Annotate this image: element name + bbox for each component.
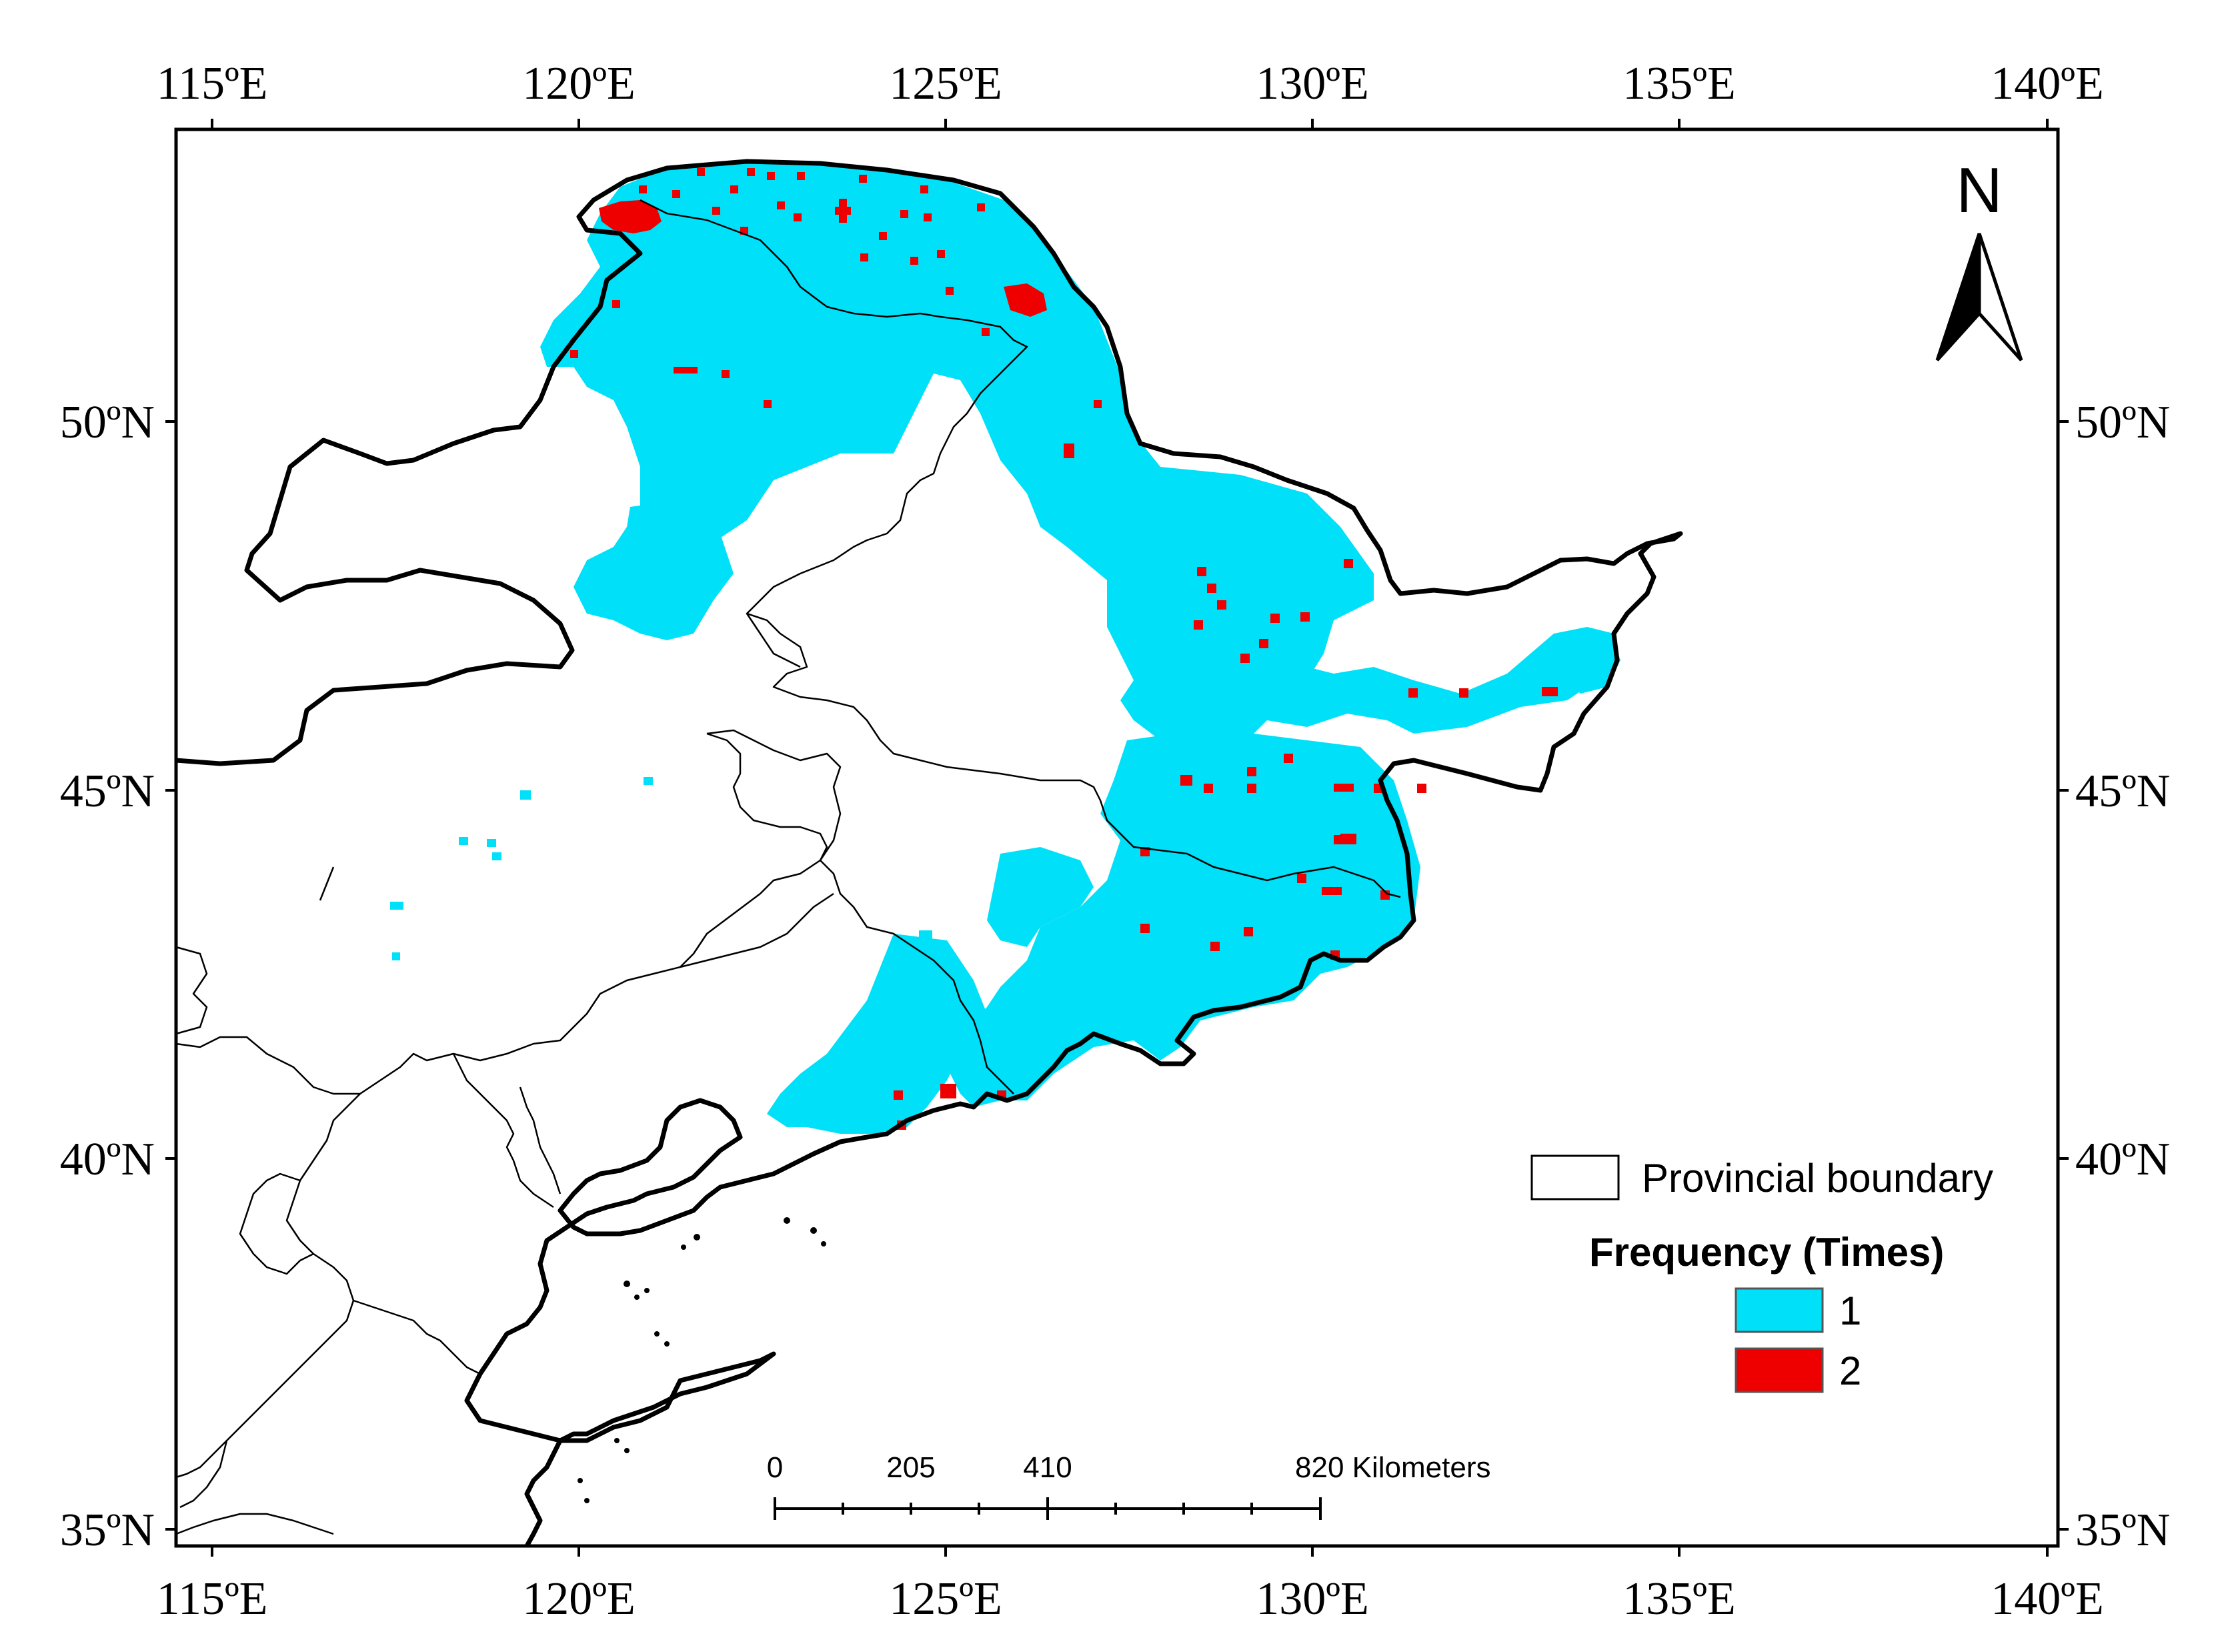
lon-label-bottom: 120ºE (522, 1573, 635, 1625)
frequency-1-area (390, 161, 1620, 1134)
legend-boundary-label: Provincial boundary (1642, 1156, 1993, 1200)
country-border (175, 159, 1683, 1547)
lon-label-bottom: 115ºE (157, 1573, 268, 1625)
lat-label-left: 50ºN (60, 397, 155, 448)
scale-label: 205 (886, 1451, 935, 1484)
lon-label-top: 140ºE (1991, 58, 2103, 109)
lon-label-bottom: 135ºE (1622, 1573, 1735, 1625)
lon-label-top: 125ºE (889, 58, 1002, 109)
legend-swatch-2 (1735, 1347, 1824, 1393)
lon-label-bottom: 125ºE (889, 1573, 1002, 1625)
north-arrow: N (1935, 155, 2023, 361)
legend-label-1: 1 (1839, 1289, 1861, 1333)
lon-label-top: 135ºE (1622, 58, 1735, 109)
lon-label-bottom: 130ºE (1256, 1573, 1368, 1625)
lat-label-right: 45ºN (2075, 766, 2170, 817)
legend-swatch-1 (1735, 1287, 1824, 1333)
lat-label-left: 40ºN (60, 1134, 155, 1185)
legend-label-2: 2 (1839, 1349, 1861, 1393)
lon-label-top: 115ºE (157, 58, 268, 109)
legend: Provincial boundary Frequency (Times) 1 … (1530, 1154, 1993, 1393)
lat-label-right: 50ºN (2075, 397, 2170, 448)
lat-label-right: 35ºN (2075, 1505, 2170, 1556)
map-frame (174, 127, 2060, 1548)
scale-bar: 0 205 410 820 Kilometers (767, 1451, 1490, 1520)
provincial-boundaries (175, 199, 1401, 1535)
north-label: N (1956, 155, 2002, 226)
lat-label-left: 35ºN (60, 1505, 155, 1556)
islands (578, 1217, 826, 1503)
north-arrow-icon (1935, 233, 2023, 361)
scale-label: 820 Kilometers (1295, 1451, 1490, 1484)
lat-label-right: 40ºN (2075, 1134, 2170, 1185)
frequency-2-cells (570, 168, 1558, 1130)
lon-label-bottom: 140ºE (1991, 1573, 2103, 1625)
lat-label-left: 45ºN (60, 766, 155, 817)
scale-label: 410 (1023, 1451, 1072, 1484)
legend-boundary-swatch (1530, 1154, 1620, 1200)
legend-title: Frequency (Times) (1589, 1230, 1944, 1275)
lon-label-top: 130ºE (1256, 58, 1368, 109)
frame-ticks (165, 119, 2069, 1557)
scale-label: 0 (767, 1451, 783, 1484)
lon-label-top: 120ºE (522, 58, 635, 109)
